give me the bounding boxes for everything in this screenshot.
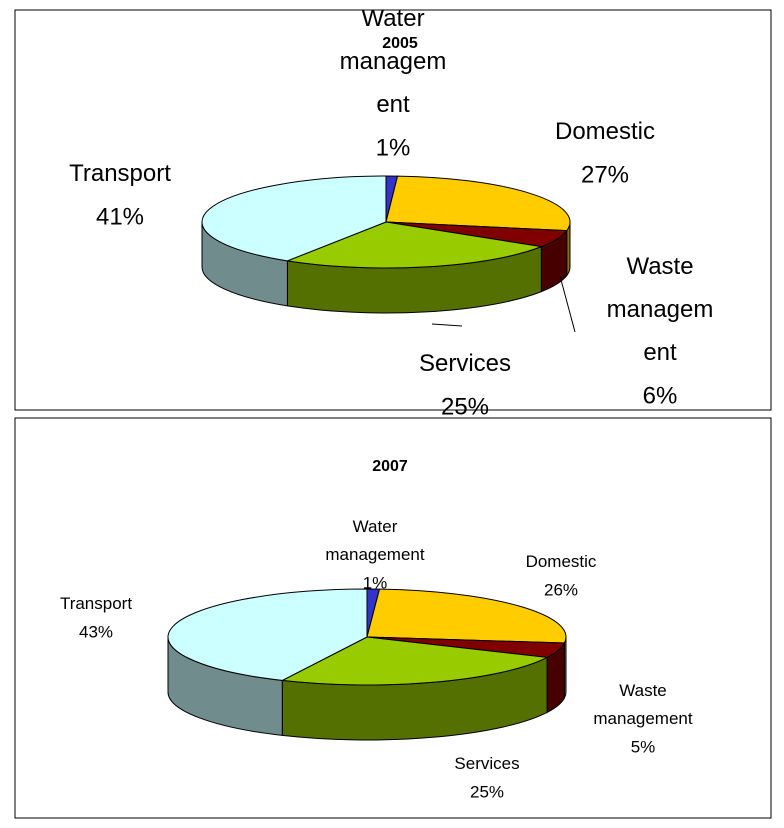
value-label: 6%: [643, 382, 678, 409]
chart-title: 2007: [372, 458, 408, 475]
leader-line: [431, 323, 463, 327]
slice-label: Domestic: [555, 118, 655, 145]
slice: [385, 175, 571, 232]
label-line: managem: [340, 48, 447, 75]
value-label: 1%: [376, 134, 411, 161]
slice-label: Transport: [69, 160, 171, 187]
label-line: Waste: [619, 681, 667, 700]
label-line: Water: [353, 517, 398, 536]
value-label: 26%: [544, 580, 578, 599]
chart-title: 2005: [382, 35, 418, 52]
slice-label: Services: [454, 754, 519, 773]
value-label: 41%: [96, 203, 144, 230]
slice-label: Waste managem ent: [607, 253, 714, 366]
value-label: 5%: [631, 737, 656, 756]
slice: [201, 175, 387, 262]
value-label: 1%: [363, 573, 388, 592]
label-line: managem: [607, 296, 714, 323]
label-line: Services: [454, 754, 519, 773]
leader-line: [559, 275, 576, 333]
slice: [366, 588, 567, 644]
label-line: ent: [643, 339, 677, 366]
label-line: Services: [419, 350, 511, 377]
slice: [285, 221, 544, 269]
label-line: Waste: [626, 253, 693, 280]
label-line: Domestic: [526, 552, 597, 571]
label-line: management: [325, 545, 425, 564]
label-line: ent: [376, 91, 410, 118]
slice-label: Water management: [325, 517, 425, 564]
slice-label: Services: [419, 350, 511, 377]
value-label: 43%: [79, 622, 113, 641]
slice: [167, 588, 368, 681]
label-line: Domestic: [555, 118, 655, 145]
slice-label: Domestic: [526, 552, 597, 571]
slice: [280, 636, 549, 686]
label-line: Transport: [69, 160, 171, 187]
value-label: 25%: [441, 393, 489, 420]
slice-label: Water managem ent: [340, 5, 447, 118]
value-label: 27%: [581, 161, 629, 188]
slice-label: Transport: [60, 594, 132, 613]
label-line: management: [593, 709, 693, 728]
slice-label: Waste management: [593, 681, 693, 728]
label-line: Transport: [60, 594, 132, 613]
value-label: 25%: [470, 782, 504, 801]
label-line: Water: [361, 5, 424, 32]
